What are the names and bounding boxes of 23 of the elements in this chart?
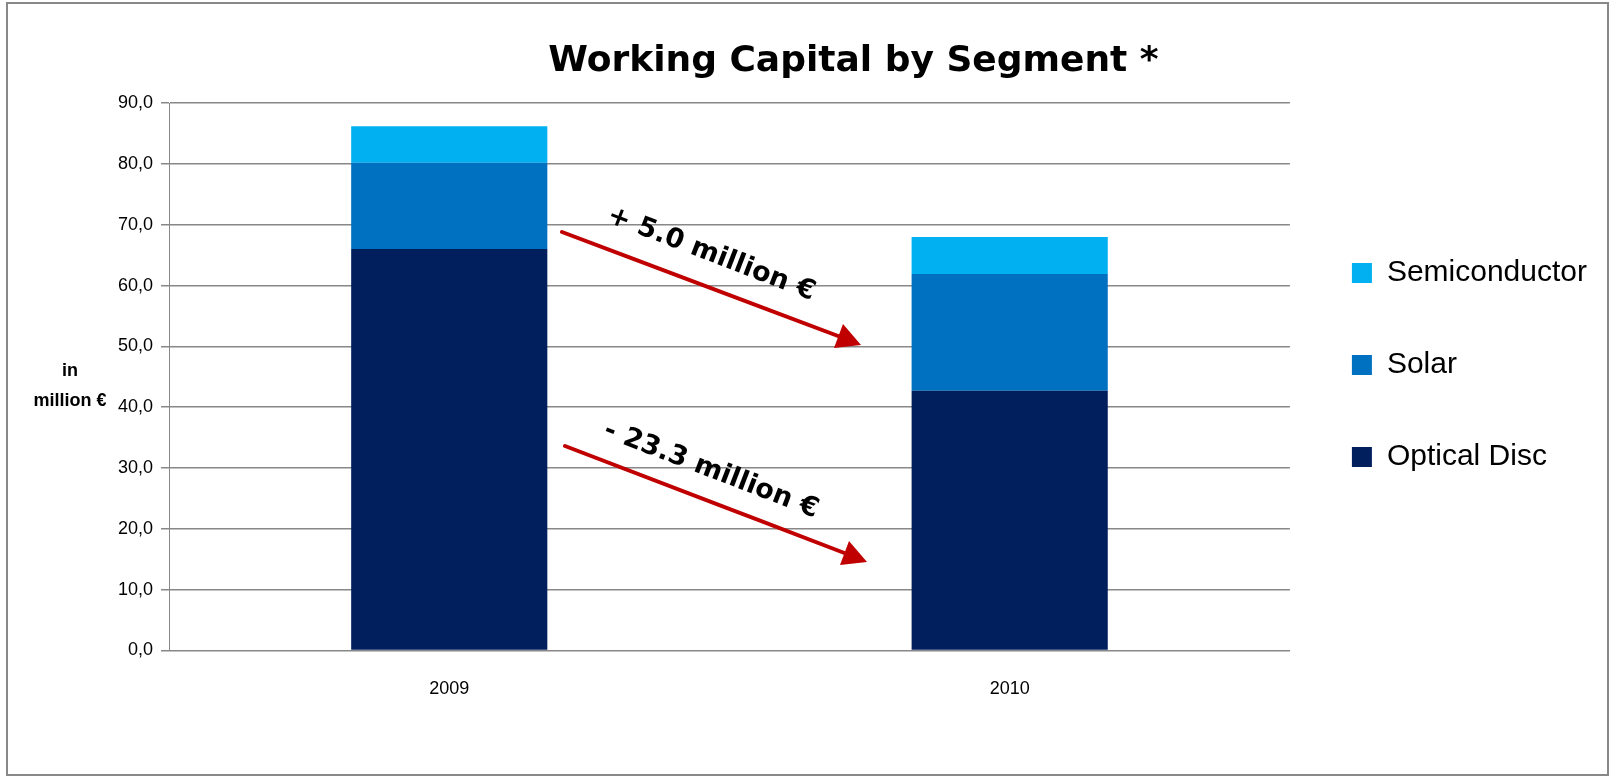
legend-label: Optical Disc <box>1386 438 1547 472</box>
x-tick-label: 2010 <box>989 678 1030 699</box>
y-tick-label: 60,0 <box>117 274 154 295</box>
bar <box>911 390 1108 650</box>
y-tick-label: 20,0 <box>117 517 154 538</box>
bar <box>911 274 1108 391</box>
bar <box>351 249 548 650</box>
y-tick-label: 30,0 <box>117 456 154 477</box>
y-tick-label: 0,0 <box>128 639 154 660</box>
bar <box>351 162 548 250</box>
y-tick-label: 10,0 <box>117 578 154 599</box>
y-tick-label: 80,0 <box>117 152 154 173</box>
x-tick-label: 2009 <box>429 678 470 699</box>
bar <box>351 126 548 163</box>
y-tick-label: 90,0 <box>117 92 154 113</box>
y-axis-title: in million € <box>33 360 107 410</box>
legend-label: Solar <box>1386 346 1457 380</box>
y-tick-label: 40,0 <box>117 396 154 417</box>
y-tick-label: 70,0 <box>117 213 154 234</box>
legend-label: Semiconductor <box>1386 254 1588 288</box>
y-tick-label: 50,0 <box>117 335 154 356</box>
chart-title: Working Capital by Segment * <box>548 37 1159 79</box>
bar <box>911 236 1108 275</box>
